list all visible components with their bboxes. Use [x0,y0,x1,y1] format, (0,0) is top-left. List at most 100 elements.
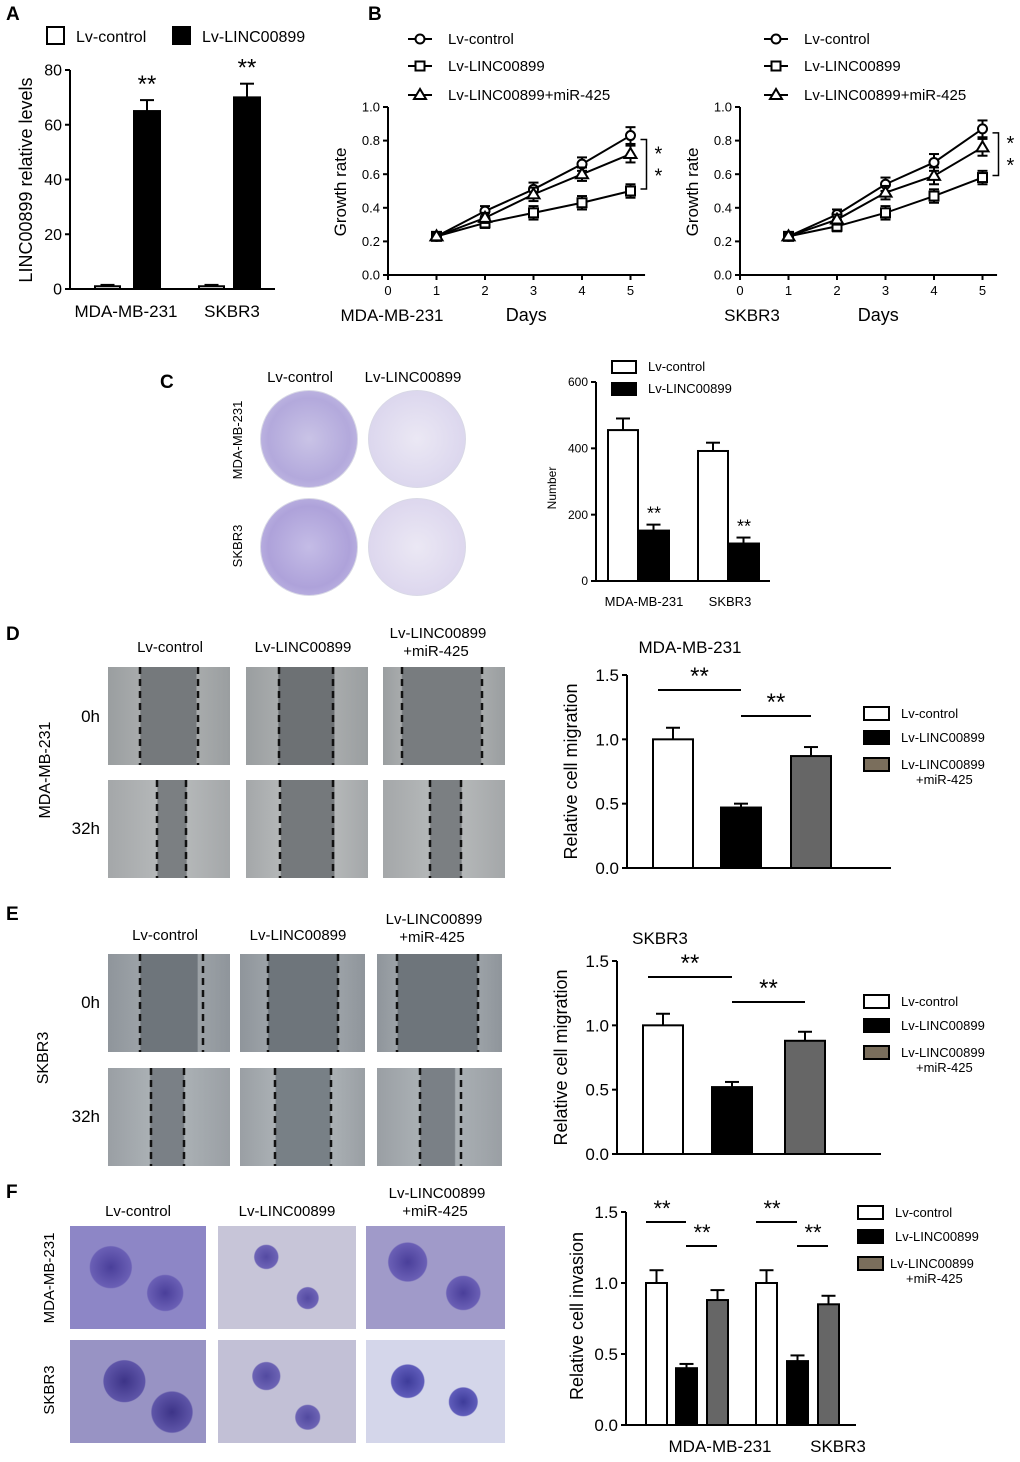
b1-point-circle [625,130,636,142]
e-y-tick-label: 1.0 [585,1016,609,1035]
b2-point-circle [977,123,988,135]
panel-letter-b: B [368,4,382,25]
chart-e-migration-skbr3: 0.0 0.5 1.0 1.5 Relative cell migration SKBR3… [551,929,985,1164]
d-y-tick-label: 1.0 [595,730,619,749]
d-sig-marker: ** [690,663,709,690]
b1-y-tick-label: 0.6 [362,167,380,182]
wound-image-mda-32h-mir [383,780,505,878]
a-y-tick-label: 0 [53,282,62,299]
a-control-bar [198,285,225,291]
d-legend-mir-label-1: Lv-LINC00899 [901,757,985,772]
b2-x-tick-label: 0 [736,283,743,298]
b2-y-tick-label: 0.6 [714,167,732,182]
e-col-label-control: Lv-control [132,927,198,944]
b2-point-triangle [926,167,942,181]
f-s2-bar [817,1303,840,1427]
e-legend-linc-swatch [863,1018,890,1033]
b1-sig-marker-2: * [655,165,663,187]
colony-dish-mda-linc [368,390,466,488]
b2-cell-line-label: SKBR3 [724,306,780,325]
b1-point-triangle [428,228,445,242]
b1-x-tick-label: 1 [433,283,440,298]
d-col-label-mir-line2: +miR-425 [403,643,468,660]
c-linc-bar [637,529,670,583]
b2-legend-marker-square [770,60,782,72]
c-x-tick-label: MDA-MB-231 [605,594,684,609]
e-col-label-linc: Lv-LINC00899 [250,927,347,944]
f-legend-mir-label-1: Lv-LINC00899 [890,1256,974,1271]
e-legend-mir-swatch [863,1045,890,1060]
chart-b-growth-mda: 0.0 0.2 0.4 0.6 0.8 1.0 0 1 2 3 4 5 Growth rate Days M… [331,31,663,325]
colony-dish-skbr3-linc [368,498,466,596]
chart-b-growth-skbr3: 0.0 0.2 0.4 0.6 0.8 1.0 0 1 2 3 4 5 Growth rate Days S… [683,31,1015,325]
b1-y-tick-label: 0.8 [362,133,380,148]
b1-y-axis-label: Growth rate [331,148,350,237]
b2-legend-marker-circle [770,33,782,45]
invasion-image-mda-linc [218,1226,356,1329]
f-sig-marker: ** [653,1196,671,1221]
d-row-label-32h: 32h [72,819,100,838]
wound-edge-lines [138,667,484,1166]
b1-legend-label: Lv-LINC00899 [448,58,545,75]
d-legend-control-swatch [863,706,890,721]
colony-dish-mda-control [260,390,358,488]
a-x-tick-label: SKBR3 [204,302,260,321]
f-s0-bar [755,1282,778,1426]
b2-legend-marker-triangle [768,87,784,100]
f-sig-marker: ** [804,1220,822,1245]
a-y-tick-label: 80 [44,63,62,80]
wound-image-skbr3-32h-linc [240,1068,365,1166]
b1-legend-marker-square [414,60,426,72]
c-x-tick-label: SKBR3 [709,594,752,609]
b2-point-triangle [829,211,845,225]
b1-point-triangle [525,186,542,200]
f-col-label-mir-line1: Lv-LINC00899 [389,1185,486,1202]
c-col-label-linc: Lv-LINC00899 [365,369,462,386]
e-cell-line-label: SKBR3 [35,1032,52,1085]
f-y-tick-label: 1.0 [594,1274,618,1293]
e-0-bar [642,1024,684,1156]
f-s0-bar [645,1282,668,1426]
f-y-tick-label: 0.0 [594,1416,618,1435]
c-y-tick-label: 600 [568,375,588,389]
b2-point-square [880,207,891,219]
c-row-label-mda: MDA-MB-231 [230,401,245,480]
d-0-bar [652,738,694,869]
a-linc-bar [133,110,161,290]
c-y-tick-label: 0 [581,574,588,588]
e-row-label-32h: 32h [72,1107,100,1126]
b2-y-tick-label: 0.8 [714,133,732,148]
invasion-image-skbr3-linc [218,1340,356,1443]
f-legend-mir-label-2: +miR-425 [906,1271,963,1286]
b1-x-axis-label: Days [506,305,547,325]
a-legend-linc-label: Lv-LINC00899 [202,29,305,46]
e-legend-mir-label-2: +miR-425 [916,1060,973,1075]
b2-legend-label: Lv-LINC00899+miR-425 [804,87,966,104]
colony-dish-skbr3-control [260,498,358,596]
e-col-label-mir-line1: Lv-LINC00899 [386,911,483,928]
wound-image-mda-0h-linc [246,667,368,765]
e-y-tick-label: 0.0 [585,1145,609,1164]
c-row-label-skbr3: SKBR3 [230,525,245,568]
chart-f-invasion: 0.0 0.5 1.0 1.5 Relative cell invasion ** ** MD… [567,1196,979,1456]
c-sig-marker: ** [647,504,661,524]
a-linc-bar [233,96,261,290]
b2-x-tick-label: 1 [785,283,792,298]
b2-sig-marker-1: * [1007,133,1015,155]
d-chart-title: MDA-MB-231 [639,638,742,657]
e-legend-mir-label-1: Lv-LINC00899 [901,1045,985,1060]
b1-y-tick-label: 1.0 [362,100,380,115]
invasion-image-mda-control [70,1226,206,1329]
c-legend-control-swatch [611,360,637,374]
b1-legend-marker-triangle [412,87,428,100]
f-legend-linc-label: Lv-LINC00899 [895,1229,979,1244]
d-cell-line-label: MDA-MB-231 [37,721,54,818]
b2-x-axis-label: Days [858,305,899,325]
b1-y-tick-label: 0.2 [362,234,380,249]
a-legend-linc-swatch [172,26,191,45]
f-y-tick-label: 0.5 [594,1345,618,1364]
d-y-axis-label: Relative cell migration [561,683,581,859]
b1-legend-label: Lv-LINC00899+miR-425 [448,87,610,104]
b1-point-triangle [477,209,493,223]
